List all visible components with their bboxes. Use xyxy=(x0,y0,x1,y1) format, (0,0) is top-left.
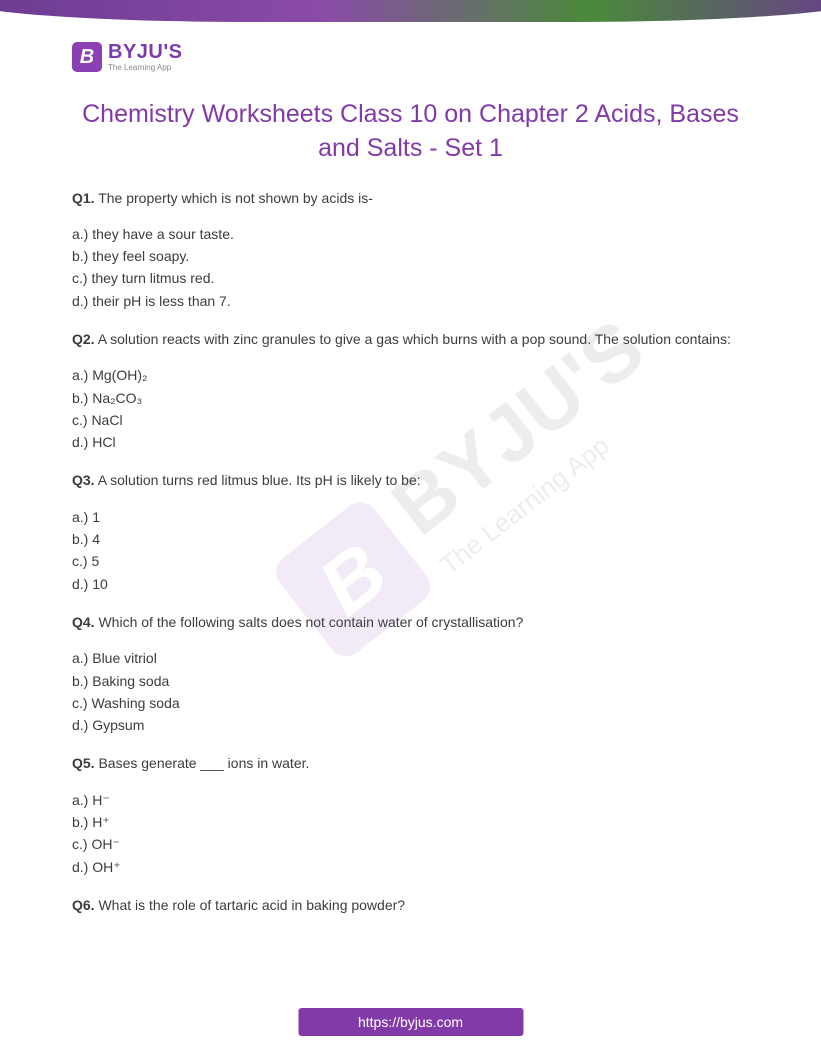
question-prefix: Q2. xyxy=(72,331,95,347)
footer-url: https://byjus.com xyxy=(298,1008,523,1036)
question-body: Bases generate ___ ions in water. xyxy=(95,755,310,771)
question-block: Q1. The property which is not shown by a… xyxy=(72,188,749,311)
question-text: Q2. A solution reacts with zinc granules… xyxy=(72,329,749,349)
question-text: Q5. Bases generate ___ ions in water. xyxy=(72,753,749,773)
option-item: d.) their pH is less than 7. xyxy=(72,291,749,311)
options-list: a.) they have a sour taste.b.) they feel… xyxy=(72,224,749,311)
option-item: a.) Blue vitriol xyxy=(72,648,749,668)
question-block: Q2. A solution reacts with zinc granules… xyxy=(72,329,749,452)
question-text: Q4. Which of the following salts does no… xyxy=(72,612,749,632)
option-item: c.) Washing soda xyxy=(72,693,749,713)
options-list: a.) H⁻b.) H⁺c.) OH⁻ d.) OH⁺ xyxy=(72,790,749,877)
options-list: a.) Blue vitriol b.) Baking sodac.) Washi… xyxy=(72,648,749,735)
question-body: What is the role of tartaric acid in bak… xyxy=(95,897,406,913)
option-item: a.) 1 xyxy=(72,507,749,527)
options-list: a.) 1b.) 4c.) 5 d.) 10 xyxy=(72,507,749,594)
page-title: Chemistry Worksheets Class 10 on Chapter… xyxy=(72,98,749,166)
top-decor-bar xyxy=(0,0,821,22)
option-item: b.) they feel soapy. xyxy=(72,246,749,266)
option-item: c.) NaCl xyxy=(72,410,749,430)
question-prefix: Q3. xyxy=(72,472,95,488)
question-body: A solution turns red litmus blue. Its pH… xyxy=(95,472,421,488)
option-item: b.) H⁺ xyxy=(72,812,749,832)
question-prefix: Q5. xyxy=(72,755,95,771)
question-body: The property which is not shown by acids… xyxy=(95,190,373,206)
option-item: c.) OH⁻ xyxy=(72,834,749,854)
question-prefix: Q4. xyxy=(72,614,95,630)
option-item: b.) 4 xyxy=(72,529,749,549)
options-list: a.) Mg(OH)₂ b.) Na₂CO₃c.) NaCld.) HCl xyxy=(72,365,749,452)
question-prefix: Q1. xyxy=(72,190,95,206)
question-prefix: Q6. xyxy=(72,897,95,913)
brand-tagline: The Learning App xyxy=(108,64,182,72)
option-item: b.) Na₂CO₃ xyxy=(72,388,749,408)
question-body: A solution reacts with zinc granules to … xyxy=(95,331,731,347)
question-block: Q4. Which of the following salts does no… xyxy=(72,612,749,735)
option-item: d.) 10 xyxy=(72,574,749,594)
brand-name: BYJU'S xyxy=(108,42,182,62)
question-block: Q5. Bases generate ___ ions in water. a.)… xyxy=(72,753,749,876)
option-item: b.) Baking soda xyxy=(72,671,749,691)
option-item: c.) they turn litmus red. xyxy=(72,268,749,288)
question-block: Q6. What is the role of tartaric acid in… xyxy=(72,895,749,915)
question-body: Which of the following salts does not co… xyxy=(95,614,524,630)
question-block: Q3. A solution turns red litmus blue. It… xyxy=(72,470,749,593)
option-item: d.) HCl xyxy=(72,432,749,452)
brand-logo: B BYJU'S The Learning App xyxy=(72,42,821,72)
content-area: Q1. The property which is not shown by a… xyxy=(72,188,749,916)
option-item: d.) Gypsum xyxy=(72,715,749,735)
option-item: a.) they have a sour taste. xyxy=(72,224,749,244)
question-text: Q6. What is the role of tartaric acid in… xyxy=(72,895,749,915)
option-item: a.) Mg(OH)₂ xyxy=(72,365,749,385)
question-text: Q3. A solution turns red litmus blue. It… xyxy=(72,470,749,490)
logo-icon: B xyxy=(72,42,102,72)
option-item: c.) 5 xyxy=(72,551,749,571)
question-text: Q1. The property which is not shown by a… xyxy=(72,188,749,208)
option-item: d.) OH⁺ xyxy=(72,857,749,877)
option-item: a.) H⁻ xyxy=(72,790,749,810)
